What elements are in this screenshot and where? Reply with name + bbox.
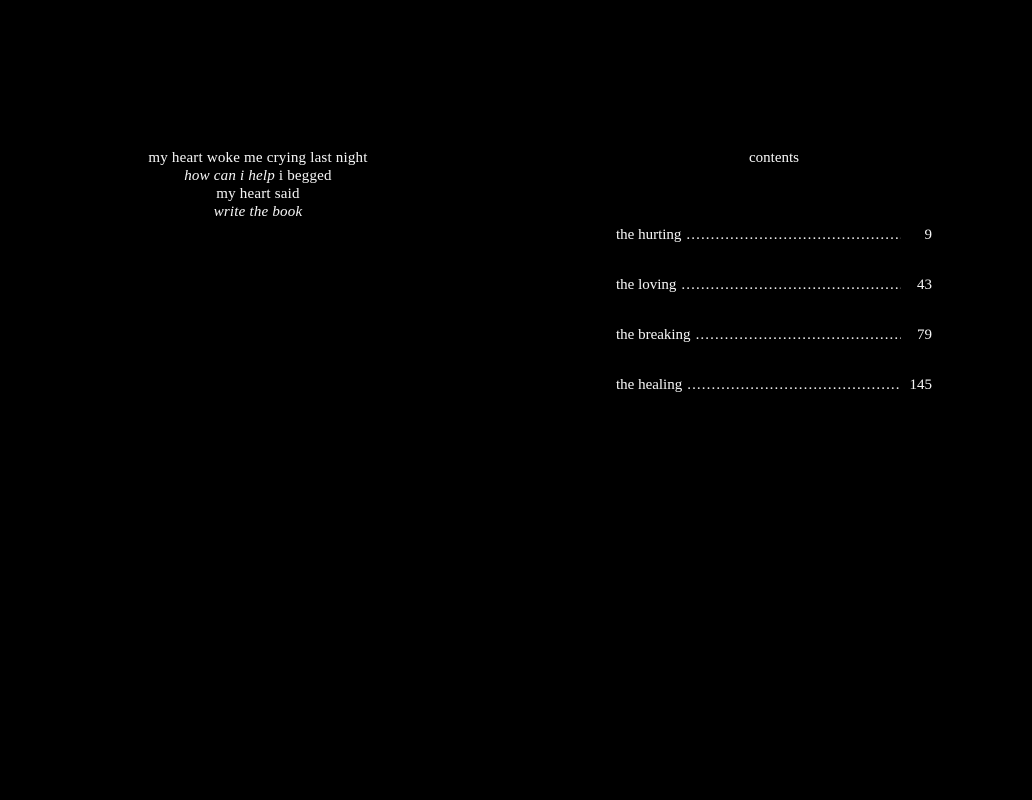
left-page: my heart woke me crying last night how c… (0, 149, 516, 221)
toc-page-number: 43 (917, 277, 932, 293)
toc-page-number: 9 (924, 227, 933, 243)
toc-page-number: 145 (909, 377, 933, 393)
poem-line: my heart woke me crying last night (0, 149, 516, 167)
poem-line-segment: i begged (274, 168, 332, 184)
dot-leader: ........................................… (687, 377, 901, 393)
dot-leader: ........................................… (695, 327, 901, 343)
toc-page-number: 79 (917, 327, 932, 343)
poem-line: write the book (0, 203, 516, 221)
toc-entry-label: the hurting (616, 227, 682, 243)
poem-line: my heart said (0, 185, 516, 203)
poem-line-segment: how can i help (184, 168, 275, 184)
toc-entry-label: the healing (616, 377, 683, 393)
poem-line: how can i help i begged (0, 167, 516, 185)
dot-leader: ........................................… (681, 277, 901, 293)
poem-line-segment: my heart said (216, 186, 300, 202)
toc-row: the breaking ...........................… (616, 326, 932, 345)
dot-leader: ........................................… (686, 227, 901, 243)
toc-entry-label: the breaking (616, 327, 691, 343)
toc-row: the loving .............................… (616, 276, 932, 295)
poem-line-segment: my heart woke me crying last night (148, 150, 368, 166)
toc-row: the healing ............................… (616, 376, 932, 395)
contents-title: contents (749, 150, 799, 166)
toc-entry-label: the loving (616, 277, 677, 293)
poem: my heart woke me crying last night how c… (0, 149, 516, 221)
right-page: contents the hurting ...................… (516, 0, 1032, 800)
table-of-contents: the hurting ............................… (616, 226, 932, 426)
poem-line-segment: write the book (213, 204, 303, 220)
toc-row: the hurting ............................… (616, 226, 932, 245)
